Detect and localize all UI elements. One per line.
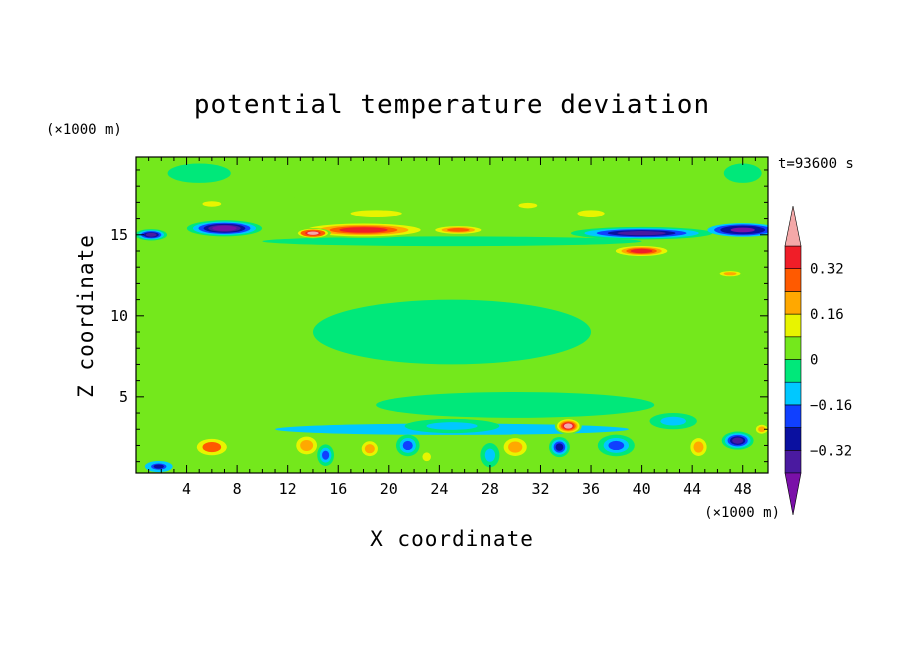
contour-feature-3 [212,225,237,231]
contour-feature-28 [660,416,686,426]
contour-feature-2 [446,228,470,232]
contour-feature-29 [426,422,478,430]
contour-feature-25 [322,450,330,460]
colorbar-box [784,336,802,360]
contour-feature-8 [723,272,737,276]
x-tick-label: 8 [233,480,242,498]
x-tick-label: 44 [683,480,701,498]
contour-feature-21 [732,437,744,444]
background-region [723,163,762,183]
contour-feature-6 [730,227,755,233]
y-unit-label: (×1000 m) [46,122,122,138]
contour-feature-16 [422,452,431,462]
colorbar: 0.32 0.16 0 −0.16 −0.32 [784,205,852,516]
contour-field [136,157,768,473]
colorbar-box [784,268,802,292]
contour-feature-18 [563,423,573,429]
colorbar-box [784,404,802,428]
contour-feature-9 [202,201,222,207]
time-label: t=93600 s [778,156,854,172]
y-tick-label: 15 [110,226,128,244]
contour-feature-20 [758,426,766,433]
contour-feature-12 [350,210,402,217]
x-tick-label: 4 [182,480,191,498]
colorbar-tick-label: 0.32 [810,262,844,278]
contour-feature-17 [508,441,523,453]
background-region [262,174,642,204]
chart-title: potential temperature deviation [194,90,710,120]
colorbar-box [784,427,802,451]
y-tick-label: 5 [119,388,128,406]
contour-feature-0 [339,227,388,233]
contour-feature-1 [307,231,319,235]
background-region [376,391,655,418]
contour-feature-22 [402,440,413,451]
y-axis-label: Z coordinate [74,234,98,398]
x-tick-label: 24 [430,480,448,498]
contour-feature-7 [630,248,653,254]
contour-feature-23 [555,443,564,451]
x-tick-label: 32 [531,480,549,498]
colorbar-tick-label: 0 [810,353,818,369]
colorbar-box [784,291,802,315]
contour-feature-10 [518,202,538,209]
x-tick-label: 20 [380,480,398,498]
colorbar-box [784,381,802,406]
contour-feature-27 [608,440,625,451]
colorbar-tick-label: −0.16 [810,398,852,414]
colorbar-box [784,449,802,474]
colorbar-tick-label: 0.16 [810,307,844,323]
x-tick-label: 36 [582,480,600,498]
contour-feature-11 [577,210,605,217]
colorbar-box [784,359,802,383]
contour-feature-19 [693,441,704,453]
x-tick-label: 16 [329,480,347,498]
contour-feature-4 [145,232,157,237]
background-region [167,163,231,183]
colorbar-extend-top [784,205,802,247]
x-tick-label: 12 [279,480,297,498]
y-tick-label: 10 [110,307,128,325]
contour-feature-24 [153,464,164,469]
x-tick-label: 48 [734,480,752,498]
contour-feature-26 [484,448,496,462]
contour-feature-14 [300,439,314,451]
colorbar-box [784,313,802,338]
x-axis-label: X coordinate [370,527,534,551]
background-region [262,236,642,247]
colorbar-box [784,245,802,270]
colorbar-extend-bottom [784,472,802,516]
contour-feature-5 [617,231,666,236]
colorbar-tick-label: −0.32 [810,443,852,459]
x-unit-label: (×1000 m) [704,505,780,521]
x-tick-label: 28 [481,480,499,498]
contour-feature-13 [202,442,222,453]
background-region [312,299,592,365]
contour-feature-15 [364,444,375,454]
x-tick-label: 40 [633,480,651,498]
